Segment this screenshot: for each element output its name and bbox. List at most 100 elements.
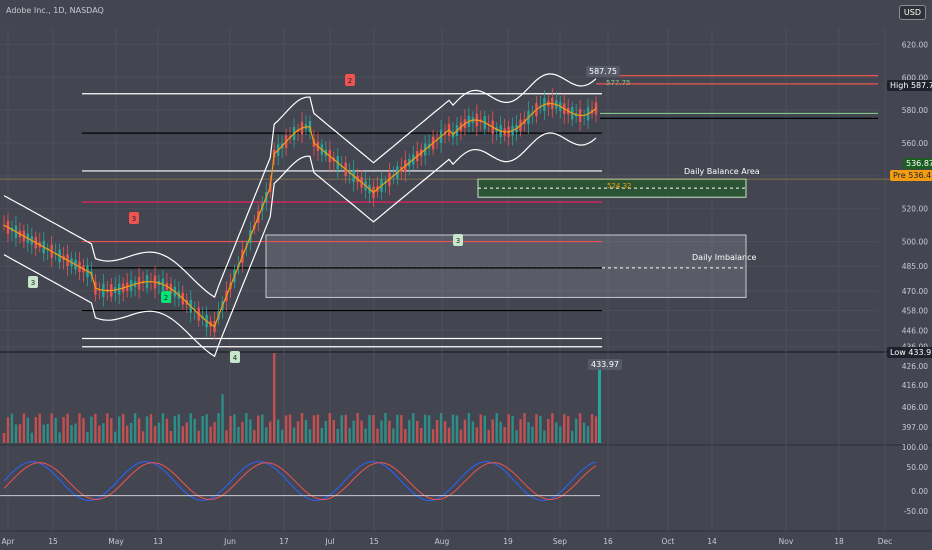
volume-bar [455,415,459,443]
volume-bar [54,417,57,443]
volume-bar [527,422,530,443]
volume-bar [324,421,328,443]
volume-bar [241,421,244,443]
volume-bar [284,415,288,443]
volume-bar [400,415,403,443]
volume-bar [384,413,387,443]
volume-bar [559,426,562,443]
candle-body [594,102,598,115]
volume-bar [594,416,598,443]
mid-annotation: 524.32 [607,182,632,190]
pre-market-label: Pre 536.41 [890,170,932,181]
volume-bar [304,419,308,443]
oscillator-tick-label: 100.00 [902,443,928,452]
time-tick-label: 19 [503,537,513,546]
oscillator-line-red [3,462,597,501]
volume-bar [14,424,18,443]
volume-bar [356,413,359,443]
volume-bar [388,420,391,443]
chart-title: Adobe Inc., 1D, NASDAQ [6,6,104,15]
volume-bar [495,413,498,443]
peak-annotation: 587.75 [586,66,620,77]
volume-bar [288,414,292,443]
volume-bar [165,418,169,443]
volume-bar [487,429,490,443]
volume-bar [523,413,526,443]
volume-bar [348,428,351,443]
volume-bar [233,414,236,443]
time-tick-label: Nov [779,537,794,546]
volume-bar [34,417,37,443]
volume-bar [479,414,482,443]
time-tick-label: 13 [153,537,163,546]
volume-bar [535,414,538,443]
volume-bar [416,420,419,443]
volume-bar [467,413,471,443]
volume-bar [582,422,586,443]
volume-bar [404,428,407,443]
volume-bar [380,420,383,443]
price-tick-label: 560.00 [902,139,928,148]
volume-bar [225,430,228,443]
signal-marker [453,234,463,246]
volume-bar [352,420,355,443]
volume-bar [300,413,304,443]
price-tick-label: 580.00 [902,106,928,115]
price-tick-label: 600.00 [902,73,928,82]
volume-bar [261,414,264,443]
volume-bar [531,426,534,443]
volume-bar [161,413,165,443]
volume-bar [153,426,157,443]
volume-bar [50,413,53,443]
volume-bar [269,421,272,443]
high-label: High 587.75 [887,80,932,91]
signal-marker-text: 3 [132,215,136,223]
volume-bar [320,427,324,443]
imbalance-zone-label: Daily Imbalance [692,253,757,262]
volume-bar [185,422,188,443]
signal-marker-text: 3 [31,279,35,287]
oscillator-tick-label: -50.00 [904,507,928,516]
volume-bar [491,419,494,443]
volume-bar [555,422,558,443]
volume-bar [499,421,502,443]
time-tick-label: 18 [834,537,844,546]
volume-bar [412,413,415,443]
volume-bar [590,414,594,443]
volume-bar [177,414,181,443]
volume-bar [427,415,431,443]
price-tick-label: 446.00 [902,326,928,335]
volume-bar [193,418,196,443]
volume-bar [122,413,125,443]
volume-bar [292,427,296,443]
volume-bar [74,423,77,443]
imbalance-zone [265,234,747,298]
volume-bar [431,429,435,443]
volume-bar [125,425,129,443]
volume-bar [511,415,514,443]
volume-bar [316,414,320,443]
volume-tick-label: 416.00 [902,381,928,390]
volume-bar [443,421,447,443]
low-label: Low 433.97 [887,347,932,358]
currency-button[interactable]: USD [898,5,926,20]
volume-bar [2,433,6,443]
time-tick-label: 14 [707,537,717,546]
time-tick-label: Dec [878,537,893,546]
volume-bar [435,419,439,443]
volume-bar [114,431,117,443]
volume-bar [110,418,113,443]
bollinger-upper [3,73,597,299]
volume-bar [189,413,192,443]
price-tick-label: 470.00 [902,287,928,296]
volume-bar [30,432,34,443]
volume-bar [567,416,570,443]
volume-bar [173,416,177,443]
volume-bar [376,428,379,443]
volume-bar [586,426,590,443]
volume-bar [598,365,601,443]
signal-marker [129,212,139,224]
volume-bar [42,424,45,443]
